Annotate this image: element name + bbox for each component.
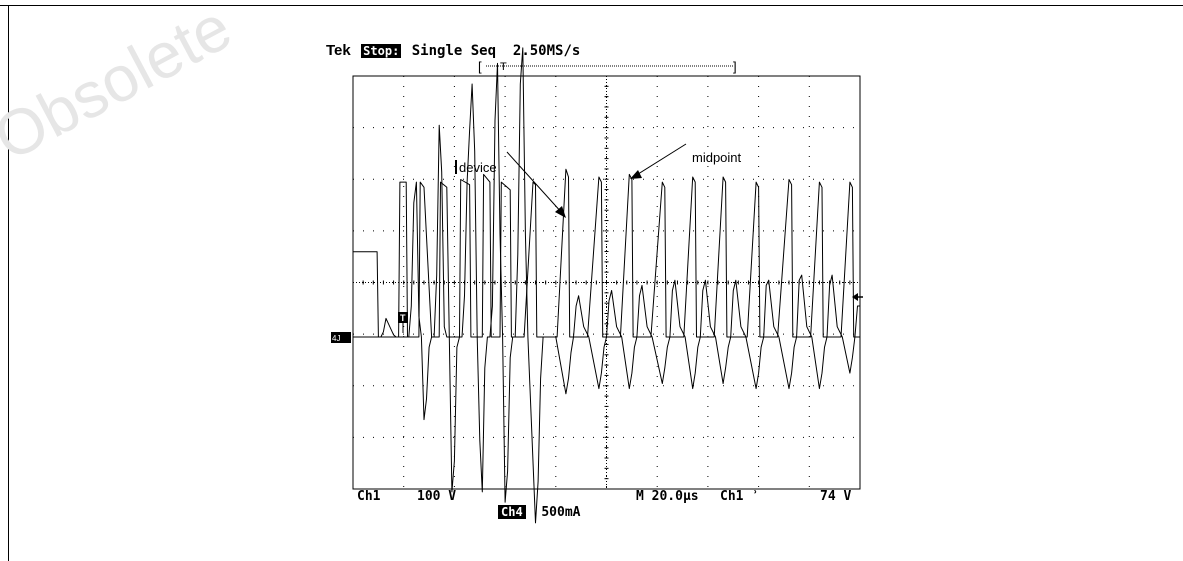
trace-device [353, 47, 860, 524]
svg-text:4J: 4J [332, 334, 340, 343]
ch1-readout: Ch1 [357, 489, 380, 504]
ch1-scale-readout: 100 V [417, 489, 456, 504]
scope-header: Tek Stop: Single Seq 2.50MS/s [326, 42, 580, 59]
svg-text:]: ] [733, 59, 737, 74]
midpoint-annotation: midpoint [630, 143, 742, 179]
timebase-value: M 20.0µs [636, 489, 699, 504]
device-annotation: device [455, 151, 566, 218]
record-position-bar: [ ] T [478, 59, 737, 74]
svg-text:[: [ [478, 59, 482, 74]
brand-label: Tek [326, 42, 351, 59]
ch4-ground-marker: 4J [331, 332, 351, 343]
trigger-level: 74 V [820, 489, 852, 504]
waveform-traces [353, 47, 860, 524]
record-trigger-marker: T [500, 61, 507, 73]
acquisition-state-badge: Stop: [361, 44, 402, 58]
ch1-label: Ch1 [357, 489, 381, 504]
ch1-scale: 100 V [417, 489, 457, 504]
falling-edge-icon: ʾ [751, 489, 760, 504]
trigger-level-readout: 74 V [820, 489, 851, 504]
graticule-grid [352, 75, 861, 490]
trigger-source-readout: Ch1 ʾ [720, 489, 759, 504]
trigger-source: Ch1 [720, 489, 744, 504]
svg-text:T: T [400, 313, 406, 323]
timebase-readout: M 20.0µs [636, 489, 699, 504]
trigger-point-marker: T [398, 312, 408, 333]
ch4-readout: Ch4 500mA [498, 505, 580, 520]
trigger-level-arrow [852, 293, 863, 301]
ch4-label: Ch4 [498, 505, 526, 519]
trace-midpoint [353, 168, 860, 338]
sample-rate-label: 2.50MS/s [512, 43, 581, 59]
device-label: device [459, 160, 497, 175]
midpoint-label: midpoint [692, 150, 742, 165]
ch4-scale: 500mA [541, 505, 581, 520]
acquisition-mode-label: Single Seq [411, 43, 497, 59]
